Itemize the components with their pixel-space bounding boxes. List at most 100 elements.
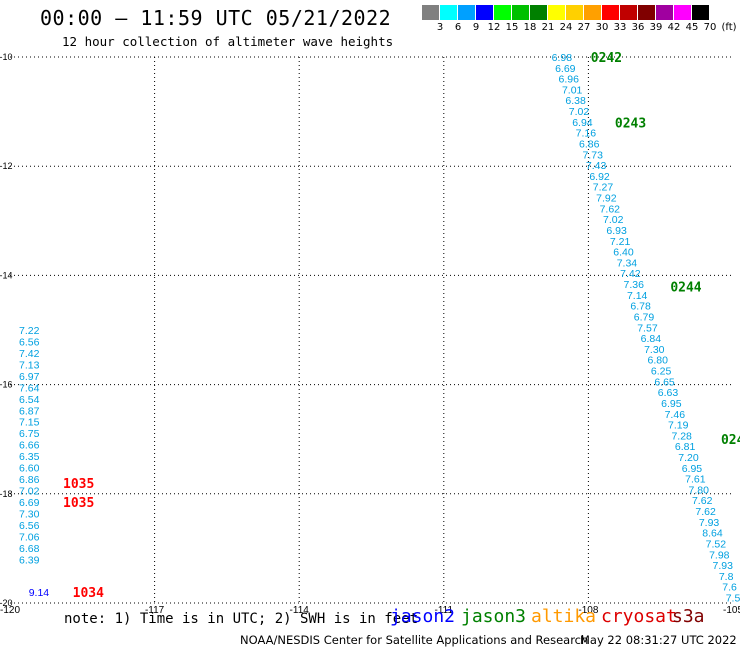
legend-label: 36 xyxy=(631,22,645,33)
timestamp-text: May 22 08:31:27 UTC 2022 xyxy=(580,633,737,647)
wave-height-value: 6.69 xyxy=(19,497,40,509)
wave-height-value: 7.80 xyxy=(689,484,710,496)
x-tick-label: -108 xyxy=(578,605,598,616)
x-tick-label: -111 xyxy=(435,605,454,616)
legend-label: 18 xyxy=(523,22,537,33)
wave-height-value: 7.93 xyxy=(713,560,734,572)
wave-height-value: 6.35 xyxy=(19,451,40,463)
x-tick-label: -120 xyxy=(0,605,20,616)
pass-time-label: 0242 xyxy=(591,51,622,66)
pass-time-label: 0244 xyxy=(670,280,701,295)
wave-height-value: 6.39 xyxy=(19,554,40,566)
x-tick-label: -114 xyxy=(290,605,310,616)
wave-height-value: 7.36 xyxy=(624,279,645,291)
wave-height-value: 6.79 xyxy=(634,311,655,323)
legend-swatch xyxy=(530,5,547,20)
wave-height-value: 7.62 xyxy=(692,495,713,507)
wave-height-value: 7.02 xyxy=(569,106,590,118)
wave-height-value: 6.93 xyxy=(606,225,627,237)
wave-height-value: 7.8 xyxy=(719,571,734,583)
wave-height-value: 6.81 xyxy=(675,441,696,453)
wave-height-value: 6.68 xyxy=(19,543,40,555)
legend-swatch xyxy=(422,5,439,20)
wave-height-value: 7.01 xyxy=(562,84,583,96)
wave-height-value: 6.56 xyxy=(19,520,40,532)
legend-swatch xyxy=(458,5,475,20)
y-tick-label: -20 xyxy=(0,598,13,608)
wave-height-value: 6.78 xyxy=(630,301,651,313)
x-tick-label: -117 xyxy=(145,605,165,616)
legend-swatch xyxy=(692,5,709,20)
wave-height-value: 6.96 xyxy=(559,74,580,86)
wave-height-value: 7.19 xyxy=(668,420,689,432)
wave-height-value: 7.30 xyxy=(19,508,40,520)
legend-label: 39 xyxy=(649,22,663,33)
wave-height-value: 6.25 xyxy=(651,366,672,378)
wave-height-value: 6.40 xyxy=(613,247,634,259)
pass-time-label: 0245 xyxy=(721,433,740,448)
wave-height-value: 7.06 xyxy=(19,531,40,543)
legend-swatch xyxy=(548,5,565,20)
y-tick-label: -12 xyxy=(0,161,13,171)
wave-height-value: 7.20 xyxy=(678,452,699,464)
legend-label: 12 xyxy=(487,22,501,33)
satellite-label-cryosat: cryosat xyxy=(601,606,677,627)
wave-height-value: 7.61 xyxy=(685,474,706,486)
legend-label: 24 xyxy=(559,22,573,33)
wave-height-value: 6.65 xyxy=(654,376,675,388)
wave-height-value: 7.30 xyxy=(644,344,665,356)
wave-height-value: 7.28 xyxy=(671,430,692,442)
wave-height-value: 7.52 xyxy=(706,538,727,550)
x-tick-label: -105 xyxy=(723,605,740,616)
satellite-label-altika: altika xyxy=(531,606,597,627)
legend-swatch xyxy=(638,5,655,20)
satellite-label-jason2: jason2 xyxy=(390,606,456,627)
wave-height-value: 7.5 xyxy=(726,593,740,605)
wave-height-value: 7.21 xyxy=(610,236,631,248)
legend-unit: (ft) xyxy=(721,22,737,33)
legend-label: 42 xyxy=(667,22,681,33)
wave-height-value: 6.80 xyxy=(647,355,668,367)
y-tick-label: -14 xyxy=(0,270,13,280)
wave-height-value: 7.27 xyxy=(593,182,614,194)
wave-height-value: 7.14 xyxy=(627,290,648,302)
legend-label: 45 xyxy=(685,22,699,33)
wave-height-value: 6.98 xyxy=(552,52,573,64)
credit-text: NOAA/NESDIS Center for Satellite Applica… xyxy=(240,633,589,647)
y-tick-label: -10 xyxy=(0,52,13,62)
legend-swatch xyxy=(494,5,511,20)
wave-height-value: 9.14 xyxy=(29,587,50,599)
satellite-label-s3a: s3a xyxy=(672,606,705,627)
wave-height-value: 6.66 xyxy=(19,440,40,452)
legend-label: 27 xyxy=(577,22,591,33)
legend-swatch xyxy=(440,5,457,20)
legend-swatch xyxy=(656,5,673,20)
wave-height-value: 6.97 xyxy=(19,371,40,383)
wave-height-value: 7.92 xyxy=(596,193,617,205)
pass-time-label: 1035 xyxy=(63,477,94,492)
wave-height-value: 7.98 xyxy=(709,549,730,561)
wave-height-value: 7.16 xyxy=(576,128,597,140)
satellite-label-jason3: jason3 xyxy=(461,606,527,627)
y-tick-label: -18 xyxy=(0,489,13,499)
units-note: note: 1) Time is in UTC; 2) SWH is in fe… xyxy=(64,611,419,627)
legend-label: 33 xyxy=(613,22,627,33)
legend-label: 9 xyxy=(472,22,480,33)
wave-height-value: 6.86 xyxy=(579,138,600,150)
pass-time-label: 1035 xyxy=(63,496,94,511)
legend-label: 15 xyxy=(505,22,519,33)
pass-time-label: 0243 xyxy=(615,117,646,132)
wave-height-value: 6.63 xyxy=(658,387,679,399)
wave-height-value: 7.43 xyxy=(586,160,607,172)
wave-height-value: 7.6 xyxy=(722,582,737,594)
wave-height-value: 6.38 xyxy=(565,95,586,107)
wave-height-value: 7.62 xyxy=(600,203,621,215)
wave-height-value: 7.62 xyxy=(695,506,716,518)
wave-height-value: 7.42 xyxy=(19,348,40,360)
legend-label: 3 xyxy=(436,22,444,33)
wave-height-value: 7.34 xyxy=(617,257,638,269)
wave-height-value: 6.69 xyxy=(555,63,576,75)
wave-height-value: 7.73 xyxy=(582,149,603,161)
